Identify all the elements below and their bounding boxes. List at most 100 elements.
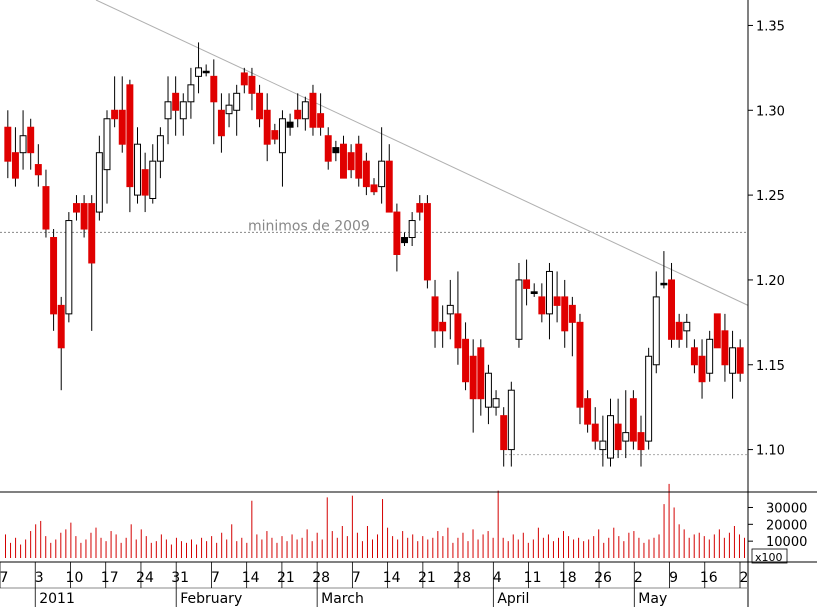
candle — [729, 330, 737, 399]
candle-body — [95, 152, 103, 213]
candle-body — [584, 398, 592, 425]
candle — [19, 110, 27, 170]
candle — [401, 232, 408, 246]
candle — [698, 339, 706, 399]
candle — [607, 398, 614, 467]
candle-body — [729, 347, 737, 374]
candle-body — [706, 338, 714, 374]
candle-body — [156, 135, 164, 162]
candle-body — [568, 304, 576, 323]
candle — [248, 67, 256, 111]
candle-body — [271, 130, 279, 140]
candle-body — [500, 415, 508, 451]
candle-body — [263, 109, 271, 145]
date-tick-label: 9 — [669, 570, 678, 586]
candle-body — [88, 203, 96, 264]
date-tick-label: 21 — [277, 570, 295, 586]
price-tick-label: 1.25 — [756, 189, 785, 204]
candle-body — [713, 313, 721, 349]
candle — [278, 110, 286, 187]
date-tick-label: 28 — [453, 570, 471, 586]
candle — [439, 305, 447, 348]
date-tick-label: 14 — [242, 570, 260, 586]
candle — [233, 84, 241, 136]
candle-body — [477, 347, 485, 400]
candle — [65, 212, 73, 323]
candle-body — [317, 113, 325, 128]
candle — [469, 339, 477, 433]
candle-body — [645, 355, 653, 442]
candle-body — [256, 92, 264, 120]
month-label: April — [497, 591, 529, 607]
candle — [568, 296, 576, 357]
candle — [11, 127, 19, 187]
candle-body — [195, 67, 203, 77]
candle — [134, 127, 141, 204]
candle — [294, 93, 302, 128]
price-tick-label: 1.10 — [756, 444, 785, 459]
candle-body — [370, 184, 378, 193]
candle-body — [324, 135, 332, 162]
date-tick-label: 16 — [700, 570, 718, 586]
candle — [523, 259, 531, 306]
candle — [362, 152, 370, 196]
candle — [95, 135, 103, 221]
candle — [286, 113, 294, 136]
date-tick-label: 17 — [101, 570, 119, 586]
candle-body — [675, 321, 683, 340]
price-tick-label: 1.35 — [756, 19, 785, 34]
candle — [80, 195, 88, 238]
candle-body — [118, 109, 126, 145]
candle-body — [523, 279, 531, 289]
candle — [584, 390, 592, 433]
candle-body — [683, 321, 691, 332]
annotation-layer: minimos de 2009 — [0, 0, 749, 456]
price-tick-label: 1.15 — [756, 359, 785, 374]
volume-tick-label: 30000 — [766, 501, 807, 516]
candle-body — [248, 75, 256, 94]
candle — [652, 271, 660, 374]
candle-body — [652, 296, 660, 366]
candle — [72, 195, 80, 221]
candle — [713, 313, 721, 349]
candle-body — [172, 92, 180, 111]
candle-body — [347, 152, 355, 171]
candle — [27, 118, 35, 170]
candle-body — [42, 186, 50, 230]
month-label: 2011 — [39, 591, 75, 607]
candle — [225, 93, 233, 128]
candle — [454, 271, 462, 365]
volume-multiplier-box — [751, 548, 788, 564]
candle-body — [408, 220, 416, 239]
candle — [57, 296, 65, 391]
date-tick-label: 4 — [493, 570, 502, 586]
candle — [309, 84, 317, 136]
candle-body — [462, 338, 470, 383]
candle-body — [80, 203, 88, 230]
candle-body — [698, 355, 706, 383]
candle-body — [225, 104, 233, 115]
candle-body — [393, 211, 401, 255]
candle-body — [72, 203, 80, 213]
candle-body — [660, 282, 668, 286]
date-tick-label: 7 — [211, 570, 220, 586]
candle — [423, 195, 431, 289]
candle — [645, 347, 653, 450]
candle — [103, 110, 111, 204]
candle — [172, 76, 180, 136]
date-tick-label: 18 — [559, 570, 577, 586]
candle — [88, 195, 96, 331]
candle — [42, 169, 50, 238]
candle-body — [668, 279, 676, 340]
candle-body — [607, 415, 614, 459]
date-tick-label: 21 — [418, 570, 436, 586]
date-tick-label: 26 — [594, 570, 612, 586]
candle — [561, 279, 569, 348]
candle — [515, 262, 523, 348]
candle — [545, 262, 553, 340]
candle-body — [614, 423, 622, 451]
date-tick-label: 28 — [312, 570, 330, 586]
month-label: February — [180, 591, 242, 607]
candle-body — [286, 121, 294, 128]
